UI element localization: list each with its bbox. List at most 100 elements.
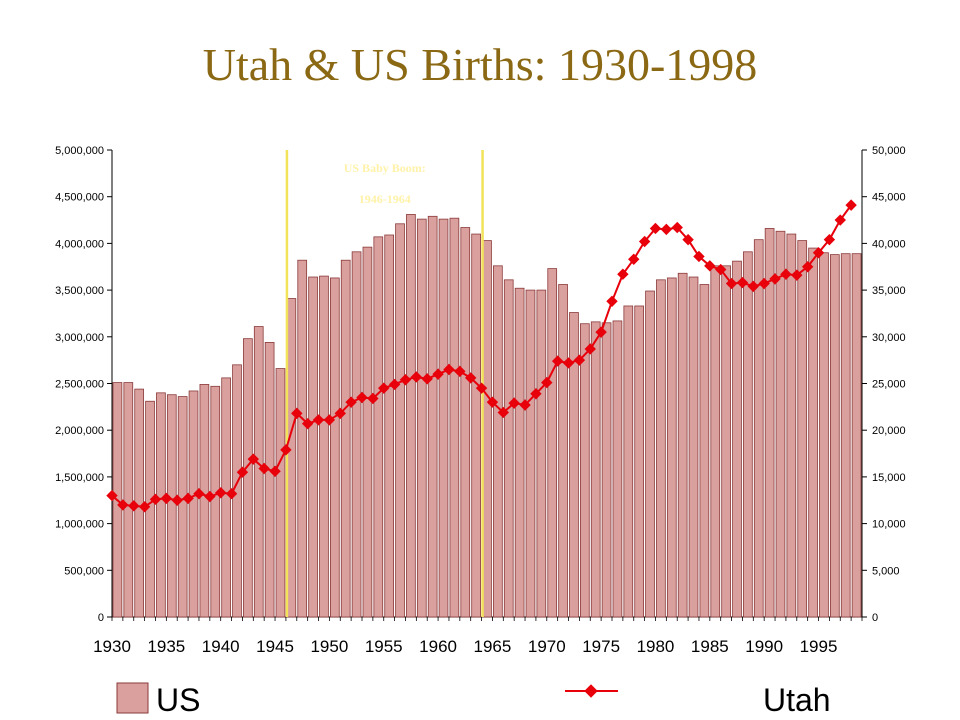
utah-point — [725, 277, 738, 290]
utah-point — [704, 260, 716, 272]
left-tick-label: 500,000 — [64, 565, 104, 577]
right-tick-label: 45,000 — [872, 192, 906, 204]
us-bar — [743, 251, 753, 618]
boom-annotation-line1: US Baby Boom: — [344, 161, 426, 175]
right-tick-label: 15,000 — [872, 472, 906, 484]
x-tick-label: 1940 — [202, 637, 240, 656]
utah-point — [769, 273, 781, 285]
utah-point — [530, 388, 542, 400]
utah-point — [225, 488, 238, 500]
x-tick-label: 1950 — [310, 637, 348, 656]
us-bar — [275, 368, 286, 618]
us-bar — [362, 246, 373, 618]
utah-point — [345, 396, 357, 408]
us-bar — [177, 396, 188, 618]
left-tick-label: 1,500,000 — [55, 472, 104, 484]
utah-point — [236, 466, 249, 478]
x-tick-label: 1930 — [93, 637, 131, 656]
us-bar — [775, 230, 786, 618]
utah-point — [736, 276, 749, 289]
utah-point — [628, 253, 640, 265]
utah-point — [193, 488, 205, 500]
left-tick-label: 5,000,000 — [55, 145, 104, 157]
us-bar — [373, 236, 384, 618]
us-bar — [797, 240, 808, 618]
us-bar — [166, 394, 177, 618]
x-tick-label: 1955 — [365, 637, 403, 656]
utah-point — [367, 392, 379, 405]
us-bar — [579, 323, 590, 618]
utah-point — [682, 233, 694, 246]
utah-point — [791, 269, 803, 281]
utah-point — [693, 250, 705, 263]
us-bar — [666, 277, 677, 618]
left-tick-label: 3,500,000 — [55, 285, 104, 297]
utah-point — [182, 492, 194, 505]
utah-point — [573, 354, 586, 366]
us-bar — [221, 377, 231, 618]
utah-point — [399, 374, 412, 386]
utah-point — [834, 214, 846, 226]
us-bar — [536, 289, 547, 618]
us-bar — [786, 233, 797, 618]
right-tick-label: 30,000 — [872, 332, 906, 344]
right-tick-label: 0 — [872, 612, 878, 624]
us-bar — [819, 252, 829, 618]
utah-point — [269, 465, 281, 478]
utah-point — [638, 235, 651, 248]
us-bar — [764, 228, 775, 618]
us-bar — [590, 321, 601, 618]
utah-point — [388, 378, 401, 391]
utah-point — [845, 199, 857, 211]
left-tick-label: 2,500,000 — [55, 379, 104, 391]
x-tick-label: 1965 — [474, 637, 512, 656]
utah-point — [714, 263, 727, 276]
us-bar — [188, 390, 199, 618]
utah-point — [421, 373, 433, 385]
us-bar — [721, 265, 731, 618]
left-tick-label: 1,000,000 — [55, 519, 104, 531]
us-bar — [558, 284, 568, 618]
left-tick-label: 4,000,000 — [55, 238, 104, 250]
left-tick-label: 0 — [98, 612, 104, 624]
boom-annotation-line2: 1946-1964 — [359, 192, 411, 206]
us-bar — [449, 217, 460, 618]
utah-point — [551, 355, 564, 367]
us-bar — [351, 251, 362, 618]
x-tick-label: 1995 — [800, 637, 838, 656]
left-tick-label: 4,500,000 — [55, 192, 104, 204]
us-bar — [677, 272, 688, 618]
us-bar — [710, 265, 721, 618]
us-bar — [645, 290, 655, 618]
axis-labels: 0 500,000 1,000,000 1,500,000 2,000,000 2,500… — [55, 145, 906, 656]
utah-point — [301, 417, 314, 430]
utah-point — [106, 489, 118, 502]
utah-point — [801, 261, 814, 273]
utah-point — [117, 499, 129, 511]
us-bar — [416, 218, 427, 618]
utah-point — [410, 371, 423, 383]
us-bar — [851, 253, 862, 618]
utah-point — [584, 343, 596, 355]
utah-point — [356, 391, 368, 404]
x-tick-label: 1975 — [582, 637, 620, 656]
x-tick-label: 1970 — [528, 637, 566, 656]
us-bar — [732, 260, 742, 618]
utah-point — [508, 397, 520, 409]
utah-point — [138, 501, 151, 513]
us-bar — [623, 305, 634, 618]
us-bar — [297, 259, 308, 618]
utah-point — [258, 462, 270, 475]
us-bar — [384, 234, 395, 618]
us-bar — [482, 240, 492, 618]
legend: US Utah — [116, 682, 831, 718]
legend-utah-label: Utah — [763, 682, 831, 718]
utah-point — [378, 382, 390, 394]
utah-point — [497, 406, 510, 419]
x-tick-label: 1985 — [691, 637, 729, 656]
x-tick-label: 1945 — [256, 637, 294, 656]
us-bar — [514, 287, 525, 618]
us-bar — [123, 382, 134, 618]
right-tick-label: 25,000 — [872, 379, 906, 391]
us-bar — [601, 322, 612, 618]
